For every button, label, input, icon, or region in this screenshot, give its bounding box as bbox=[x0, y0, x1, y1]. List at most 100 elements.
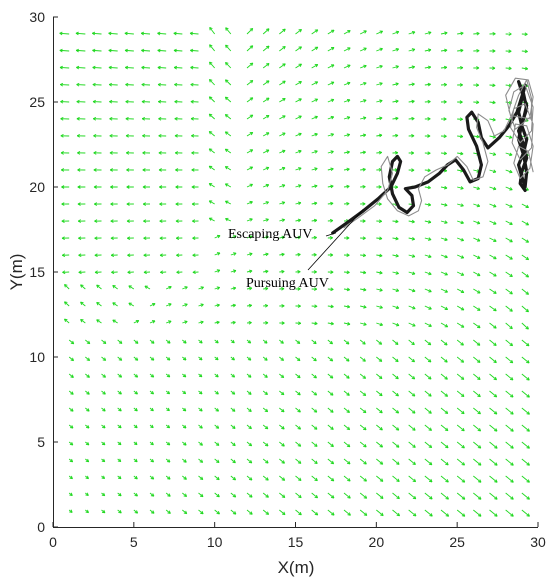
flow-arrow bbox=[192, 219, 199, 223]
flow-arrow bbox=[230, 441, 236, 447]
flow-arrow bbox=[68, 407, 74, 412]
flow-arrow bbox=[141, 116, 151, 121]
x-tick-label: 5 bbox=[130, 534, 138, 550]
flow-arrow bbox=[392, 116, 399, 121]
flow-arrow bbox=[198, 390, 203, 395]
flow-arrow bbox=[343, 47, 351, 52]
flow-arrow bbox=[440, 373, 448, 380]
flow-arrow bbox=[149, 339, 155, 344]
flow-arrow bbox=[262, 149, 270, 154]
flow-arrow bbox=[311, 321, 318, 326]
flow-arrow bbox=[505, 356, 514, 364]
flow-arrow bbox=[408, 151, 415, 155]
flow-arrow bbox=[262, 441, 269, 447]
flow-arrow bbox=[327, 218, 334, 223]
flow-arrow bbox=[68, 509, 73, 513]
flow-arrow bbox=[133, 356, 139, 361]
flow-arrow bbox=[80, 301, 86, 307]
flow-arrow bbox=[408, 30, 416, 35]
flow-arrow bbox=[157, 65, 167, 70]
flow-arrow bbox=[94, 202, 102, 206]
flow-arrow bbox=[327, 304, 334, 309]
flow-arrow bbox=[311, 356, 317, 362]
flow-arrow bbox=[214, 339, 219, 344]
flow-arrow bbox=[343, 133, 351, 137]
flow-arrow bbox=[279, 424, 285, 430]
flow-arrow bbox=[489, 66, 496, 70]
flow-arrow bbox=[149, 373, 155, 378]
flow-arrow bbox=[262, 183, 270, 188]
flow-arrow bbox=[158, 134, 167, 138]
flow-arrow bbox=[117, 441, 122, 446]
flow-arrow bbox=[246, 27, 254, 35]
flow-arrow bbox=[92, 99, 102, 104]
flow-arrow bbox=[109, 168, 118, 172]
flow-arrow bbox=[473, 83, 479, 87]
flow-arrow bbox=[295, 407, 301, 413]
flow-arrow bbox=[175, 185, 183, 189]
flow-arrow bbox=[295, 424, 302, 430]
flow-arrow bbox=[141, 48, 151, 53]
flow-arrow bbox=[101, 458, 106, 463]
flow-arrow bbox=[246, 79, 254, 86]
flow-arrow bbox=[176, 270, 183, 275]
flow-arrow bbox=[521, 271, 530, 278]
flow-arrow bbox=[94, 270, 102, 275]
flow-arrow bbox=[92, 31, 102, 36]
flow-arrow bbox=[133, 458, 138, 463]
flow-arrow bbox=[133, 373, 139, 378]
flow-arrow bbox=[505, 220, 513, 225]
flow-arrow bbox=[376, 99, 383, 103]
flow-arrow bbox=[376, 373, 383, 380]
flow-arrow bbox=[343, 270, 350, 275]
flow-arrow bbox=[343, 116, 351, 120]
flow-arrow bbox=[149, 475, 155, 480]
flow-arrow bbox=[505, 135, 513, 139]
flow-arrow bbox=[230, 320, 236, 325]
flow-arrow bbox=[440, 390, 449, 397]
flow-arrow bbox=[376, 82, 383, 86]
flow-arrow bbox=[76, 99, 86, 104]
flow-arrow bbox=[457, 237, 465, 242]
flow-arrow bbox=[457, 134, 464, 139]
flow-arrow bbox=[456, 356, 465, 363]
flow-arrow bbox=[311, 115, 318, 120]
flow-arrow bbox=[505, 407, 514, 415]
flow-arrow bbox=[175, 219, 183, 223]
flow-arrow bbox=[408, 322, 416, 327]
flow-arrow bbox=[93, 151, 102, 155]
flow-arrow bbox=[279, 97, 286, 103]
flow-arrow bbox=[209, 26, 216, 35]
flow-arrow bbox=[279, 201, 286, 205]
flow-arrow bbox=[208, 78, 215, 86]
flow-arrow bbox=[279, 184, 286, 188]
flow-arrow bbox=[68, 424, 74, 429]
flow-arrow bbox=[92, 82, 102, 87]
flow-arrow bbox=[473, 186, 481, 190]
flow-arrow bbox=[182, 475, 187, 480]
flow-arrow bbox=[521, 390, 530, 398]
flow-arrow bbox=[149, 356, 155, 361]
flow-arrow bbox=[424, 475, 433, 483]
flow-arrow bbox=[295, 458, 302, 464]
flow-arrow bbox=[175, 168, 183, 172]
flow-arrow bbox=[392, 219, 399, 224]
flow-arrow bbox=[295, 218, 302, 223]
flow-arrow bbox=[224, 131, 232, 137]
flow-arrow bbox=[214, 320, 220, 325]
flow-arrow bbox=[112, 284, 118, 290]
flow-arrow bbox=[279, 441, 285, 447]
flow-arrow bbox=[489, 237, 497, 242]
flow-arrow bbox=[295, 509, 302, 516]
flow-arrow bbox=[521, 220, 529, 226]
flow-arrow bbox=[246, 509, 253, 515]
flow-arrow bbox=[133, 407, 138, 412]
flow-arrow bbox=[279, 132, 286, 137]
flow-arrow bbox=[246, 183, 253, 188]
flow-arrow bbox=[279, 390, 285, 396]
flow-arrow bbox=[327, 475, 335, 482]
flow-arrow bbox=[311, 475, 318, 482]
flow-arrow bbox=[376, 30, 383, 35]
flow-arrow bbox=[77, 202, 86, 206]
flow-arrow bbox=[76, 134, 86, 138]
